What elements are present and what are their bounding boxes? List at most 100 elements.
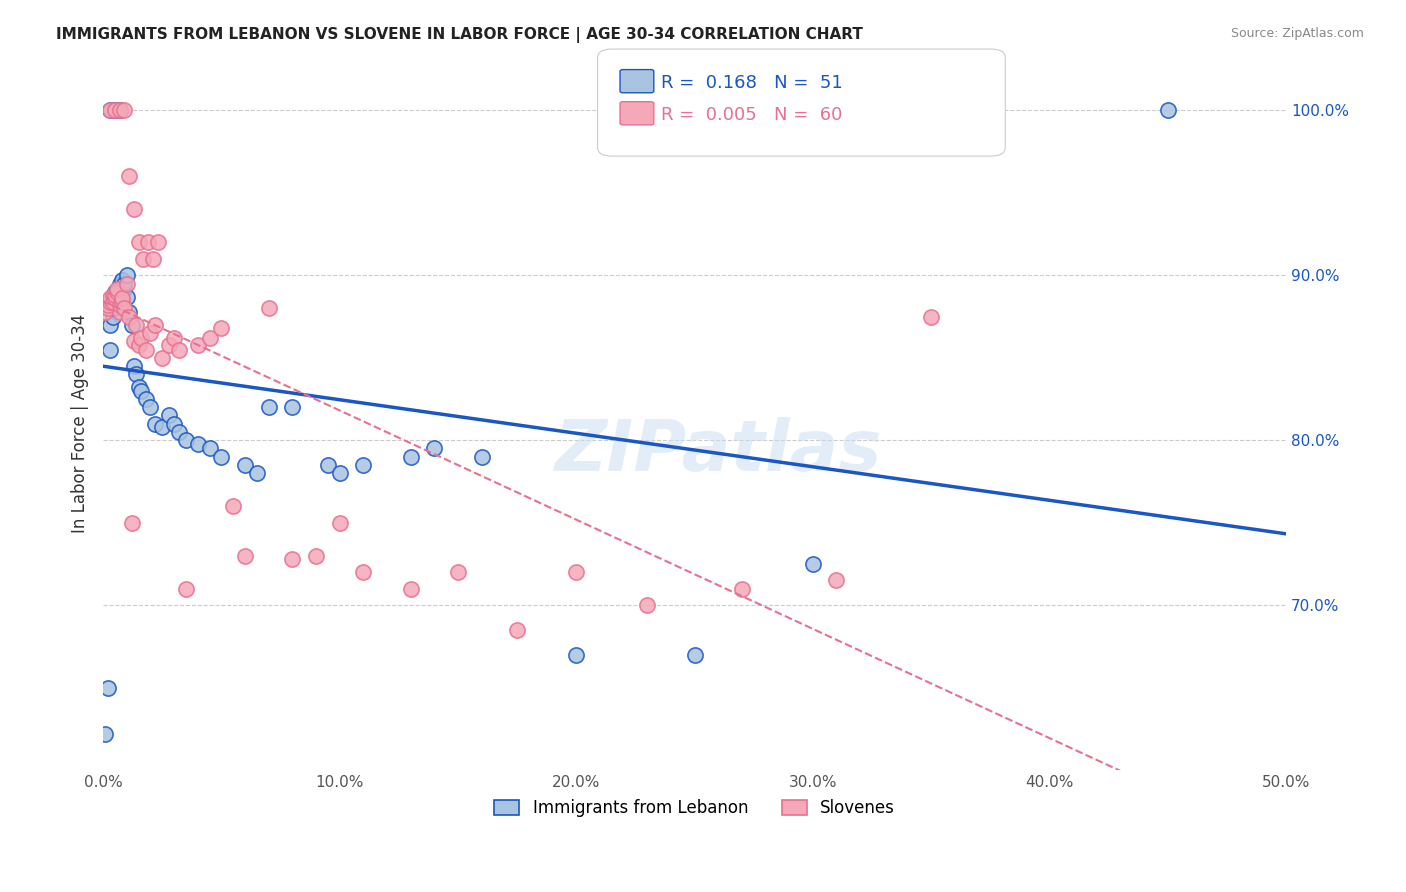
Point xyxy=(731,582,754,596)
Point xyxy=(112,277,135,291)
Point xyxy=(98,294,121,309)
Point xyxy=(122,202,145,217)
Point xyxy=(101,288,124,302)
Point xyxy=(316,458,339,472)
Point xyxy=(115,290,138,304)
Text: R =  0.168   N =  51: R = 0.168 N = 51 xyxy=(661,74,842,92)
Point xyxy=(105,288,128,302)
Point xyxy=(111,294,134,309)
Point xyxy=(101,301,124,316)
Point xyxy=(98,343,121,357)
Point xyxy=(167,343,190,357)
Point xyxy=(399,582,422,596)
Point xyxy=(305,549,328,563)
Point xyxy=(111,285,134,299)
Point xyxy=(94,304,117,318)
Point xyxy=(105,285,128,299)
Point xyxy=(112,301,135,316)
Point xyxy=(97,298,120,312)
Point xyxy=(108,281,131,295)
Point xyxy=(187,436,209,450)
Point xyxy=(471,450,494,464)
Point xyxy=(329,516,352,530)
Point xyxy=(104,103,127,118)
Point xyxy=(101,294,124,309)
Text: IMMIGRANTS FROM LEBANON VS SLOVENE IN LABOR FORCE | AGE 30-34 CORRELATION CHART: IMMIGRANTS FROM LEBANON VS SLOVENE IN LA… xyxy=(56,27,863,43)
Point xyxy=(143,417,166,431)
Point xyxy=(209,321,232,335)
Point xyxy=(233,458,256,472)
Point xyxy=(108,103,131,118)
Point xyxy=(565,648,588,662)
Point xyxy=(150,420,173,434)
Point xyxy=(112,281,135,295)
Point xyxy=(129,331,152,345)
Point xyxy=(104,103,127,118)
Point xyxy=(101,310,124,324)
Point xyxy=(135,392,157,406)
Point xyxy=(198,442,221,456)
Point xyxy=(132,252,155,266)
Point xyxy=(352,565,374,579)
Point xyxy=(121,516,143,530)
Point xyxy=(143,318,166,332)
Point xyxy=(94,727,117,741)
Point xyxy=(257,401,280,415)
Point xyxy=(125,318,148,332)
Point xyxy=(129,384,152,398)
Point xyxy=(128,235,150,250)
Point xyxy=(399,450,422,464)
Point xyxy=(105,281,128,295)
Point xyxy=(111,273,134,287)
Point xyxy=(163,331,186,345)
Text: Source: ZipAtlas.com: Source: ZipAtlas.com xyxy=(1230,27,1364,40)
Point xyxy=(1156,103,1178,118)
Point xyxy=(98,103,121,118)
Point xyxy=(281,552,304,566)
Point xyxy=(111,292,134,306)
Text: R =  0.005   N =  60: R = 0.005 N = 60 xyxy=(661,106,842,124)
Point xyxy=(135,343,157,357)
Point xyxy=(174,434,197,448)
Point xyxy=(118,304,141,318)
Point xyxy=(104,285,127,299)
Point xyxy=(115,268,138,283)
Point xyxy=(209,450,232,464)
Point xyxy=(125,368,148,382)
Point xyxy=(636,598,658,612)
Point xyxy=(198,331,221,345)
Point xyxy=(97,301,120,316)
Point xyxy=(187,337,209,351)
Point xyxy=(281,401,304,415)
Point xyxy=(98,318,121,332)
Point xyxy=(118,310,141,324)
Point xyxy=(174,582,197,596)
Point xyxy=(104,292,127,306)
Point xyxy=(142,252,165,266)
Point xyxy=(506,623,529,637)
Point xyxy=(801,557,824,571)
Point xyxy=(257,301,280,316)
Point xyxy=(128,337,150,351)
Point xyxy=(136,235,159,250)
Point xyxy=(97,681,120,695)
Point xyxy=(825,574,848,588)
Point xyxy=(104,288,127,302)
Point xyxy=(98,292,121,306)
Point xyxy=(167,425,190,439)
Point xyxy=(157,409,180,423)
Point xyxy=(122,359,145,373)
Point xyxy=(108,304,131,318)
Point xyxy=(128,380,150,394)
Point xyxy=(565,565,588,579)
Point xyxy=(108,103,131,118)
Point xyxy=(157,337,180,351)
Point xyxy=(98,103,121,118)
Point xyxy=(233,549,256,563)
Point xyxy=(108,298,131,312)
Point xyxy=(163,417,186,431)
Text: ZIPatlas: ZIPatlas xyxy=(554,417,882,486)
Point xyxy=(423,442,446,456)
Point xyxy=(146,235,169,250)
Point xyxy=(352,458,374,472)
